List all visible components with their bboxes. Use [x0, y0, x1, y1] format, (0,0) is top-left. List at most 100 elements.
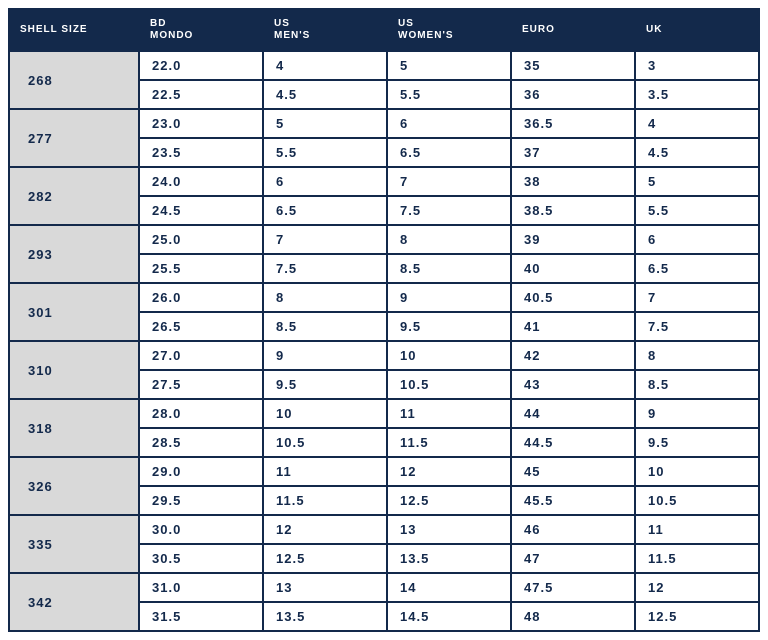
- euro-cell: 36.5: [511, 109, 635, 138]
- uk-cell: 5: [635, 167, 759, 196]
- uk-cell: 4: [635, 109, 759, 138]
- uk-cell: 5.5: [635, 196, 759, 225]
- usm-cell: 7: [263, 225, 387, 254]
- table-row: 26822.045353: [9, 51, 759, 80]
- usm-cell: 11.5: [263, 486, 387, 515]
- mondo-cell: 25.5: [139, 254, 263, 283]
- mondo-cell: 24.5: [139, 196, 263, 225]
- table-row: 29325.078396: [9, 225, 759, 254]
- usw-cell: 12.5: [387, 486, 511, 515]
- uk-cell: 8: [635, 341, 759, 370]
- mondo-cell: 29.5: [139, 486, 263, 515]
- table-header-row: SHELL SIZEBDMONDOUSMEN'SUSWOMEN'SEUROUK: [9, 9, 759, 51]
- usw-cell: 8.5: [387, 254, 511, 283]
- usm-cell: 8.5: [263, 312, 387, 341]
- uk-cell: 12.5: [635, 602, 759, 631]
- mondo-cell: 29.0: [139, 457, 263, 486]
- usm-cell: 10: [263, 399, 387, 428]
- uk-cell: 4.5: [635, 138, 759, 167]
- usm-cell: 10.5: [263, 428, 387, 457]
- shell-size-cell: 326: [9, 457, 139, 515]
- table-row: 33530.012134611: [9, 515, 759, 544]
- euro-cell: 41: [511, 312, 635, 341]
- mondo-cell: 26.5: [139, 312, 263, 341]
- usm-cell: 13.5: [263, 602, 387, 631]
- mondo-cell: 26.0: [139, 283, 263, 312]
- usw-cell: 11: [387, 399, 511, 428]
- mondo-cell: 22.0: [139, 51, 263, 80]
- shell-size-cell: 342: [9, 573, 139, 631]
- uk-cell: 10: [635, 457, 759, 486]
- usw-cell: 8: [387, 225, 511, 254]
- uk-cell: 3: [635, 51, 759, 80]
- usm-cell: 5.5: [263, 138, 387, 167]
- mondo-cell: 30.0: [139, 515, 263, 544]
- usw-cell: 7.5: [387, 196, 511, 225]
- euro-cell: 40.5: [511, 283, 635, 312]
- usm-cell: 12: [263, 515, 387, 544]
- usm-cell: 5: [263, 109, 387, 138]
- usw-cell: 5: [387, 51, 511, 80]
- euro-cell: 36: [511, 80, 635, 109]
- usm-cell: 13: [263, 573, 387, 602]
- uk-cell: 12: [635, 573, 759, 602]
- usm-cell: 9.5: [263, 370, 387, 399]
- mondo-cell: 22.5: [139, 80, 263, 109]
- usm-cell: 11: [263, 457, 387, 486]
- euro-cell: 45: [511, 457, 635, 486]
- euro-cell: 38: [511, 167, 635, 196]
- col-header-usm: USMEN'S: [263, 9, 387, 51]
- uk-cell: 10.5: [635, 486, 759, 515]
- mondo-cell: 28.0: [139, 399, 263, 428]
- size-chart-table: SHELL SIZEBDMONDOUSMEN'SUSWOMEN'SEUROUK …: [8, 8, 760, 632]
- mondo-cell: 27.0: [139, 341, 263, 370]
- euro-cell: 35: [511, 51, 635, 80]
- euro-cell: 38.5: [511, 196, 635, 225]
- euro-cell: 47: [511, 544, 635, 573]
- mondo-cell: 23.0: [139, 109, 263, 138]
- uk-cell: 11: [635, 515, 759, 544]
- usw-cell: 9.5: [387, 312, 511, 341]
- usw-cell: 10.5: [387, 370, 511, 399]
- usm-cell: 12.5: [263, 544, 387, 573]
- usw-cell: 13.5: [387, 544, 511, 573]
- table-row: 34231.0131447.512: [9, 573, 759, 602]
- euro-cell: 43: [511, 370, 635, 399]
- col-header-shell: SHELL SIZE: [9, 9, 139, 51]
- mondo-cell: 25.0: [139, 225, 263, 254]
- shell-size-cell: 310: [9, 341, 139, 399]
- uk-cell: 11.5: [635, 544, 759, 573]
- usw-cell: 12: [387, 457, 511, 486]
- euro-cell: 39: [511, 225, 635, 254]
- usm-cell: 6.5: [263, 196, 387, 225]
- shell-size-cell: 282: [9, 167, 139, 225]
- usm-cell: 6: [263, 167, 387, 196]
- uk-cell: 7: [635, 283, 759, 312]
- euro-cell: 48: [511, 602, 635, 631]
- shell-size-cell: 335: [9, 515, 139, 573]
- uk-cell: 6: [635, 225, 759, 254]
- euro-cell: 47.5: [511, 573, 635, 602]
- euro-cell: 46: [511, 515, 635, 544]
- euro-cell: 37: [511, 138, 635, 167]
- mondo-cell: 28.5: [139, 428, 263, 457]
- mondo-cell: 23.5: [139, 138, 263, 167]
- usw-cell: 5.5: [387, 80, 511, 109]
- usw-cell: 14.5: [387, 602, 511, 631]
- shell-size-cell: 301: [9, 283, 139, 341]
- usm-cell: 7.5: [263, 254, 387, 283]
- uk-cell: 9.5: [635, 428, 759, 457]
- table-row: 28224.067385: [9, 167, 759, 196]
- uk-cell: 9: [635, 399, 759, 428]
- usw-cell: 7: [387, 167, 511, 196]
- col-header-mondo: BDMONDO: [139, 9, 263, 51]
- euro-cell: 44: [511, 399, 635, 428]
- usw-cell: 14: [387, 573, 511, 602]
- table-row: 31027.0910428: [9, 341, 759, 370]
- usm-cell: 9: [263, 341, 387, 370]
- usw-cell: 9: [387, 283, 511, 312]
- uk-cell: 6.5: [635, 254, 759, 283]
- table-row: 31828.01011449: [9, 399, 759, 428]
- mondo-cell: 31.5: [139, 602, 263, 631]
- euro-cell: 42: [511, 341, 635, 370]
